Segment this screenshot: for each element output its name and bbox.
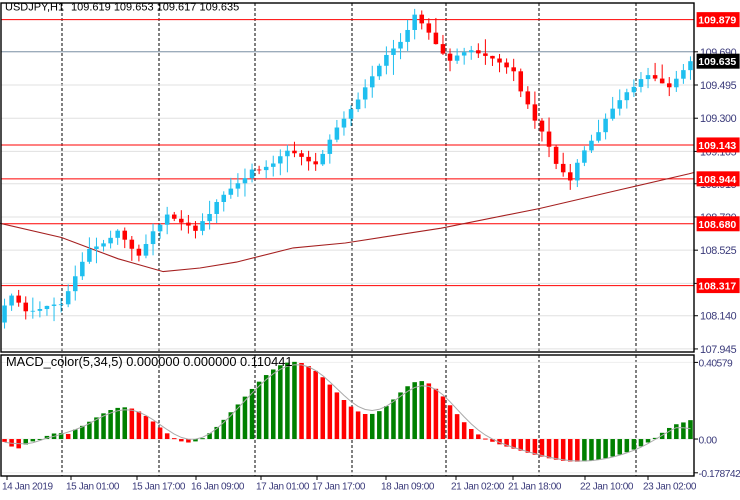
svg-text:0.40579: 0.40579 [699,359,733,370]
svg-text:18 Jan 09:00: 18 Jan 09:00 [381,482,435,493]
svg-text:108.317: 108.317 [698,281,736,293]
svg-text:-0.178742: -0.178742 [699,469,740,480]
svg-text:108.944: 108.944 [698,174,736,186]
svg-text:109.300: 109.300 [700,113,737,125]
svg-text:21 Jan 02:00: 21 Jan 02:00 [451,482,505,493]
svg-text:USDJPY,H1: USDJPY,H1 [5,2,64,14]
svg-text:14 Jan 2019: 14 Jan 2019 [2,482,53,493]
svg-text:MACD_color(5,34,5) 0.000000 0.: MACD_color(5,34,5) 0.000000 0.000000 0.1… [6,354,292,369]
svg-text:21 Jan 18:00: 21 Jan 18:00 [508,482,562,493]
svg-text:108.140: 108.140 [700,311,737,323]
svg-text:23 Jan 02:00: 23 Jan 02:00 [643,482,697,493]
svg-text:0.00: 0.00 [699,435,718,446]
svg-text:109.143: 109.143 [698,140,736,152]
svg-text:108.680: 108.680 [698,219,736,231]
svg-text:109.619 109.653 109.617 109.63: 109.619 109.653 109.617 109.635 [71,2,239,14]
svg-text:15 Jan 01:00: 15 Jan 01:00 [66,482,120,493]
svg-text:17 Jan 17:00: 17 Jan 17:00 [312,482,366,493]
svg-text:15 Jan 17:00: 15 Jan 17:00 [132,482,186,493]
svg-text:22 Jan 10:00: 22 Jan 10:00 [580,482,634,493]
svg-text:16 Jan 09:00: 16 Jan 09:00 [191,482,245,493]
svg-text:109.879: 109.879 [698,15,736,27]
svg-text:108.525: 108.525 [700,245,737,257]
svg-text:109.635: 109.635 [698,56,736,68]
svg-text:109.495: 109.495 [700,80,737,92]
svg-text:17 Jan 01:00: 17 Jan 01:00 [256,482,310,493]
svg-text:107.945: 107.945 [700,344,737,356]
